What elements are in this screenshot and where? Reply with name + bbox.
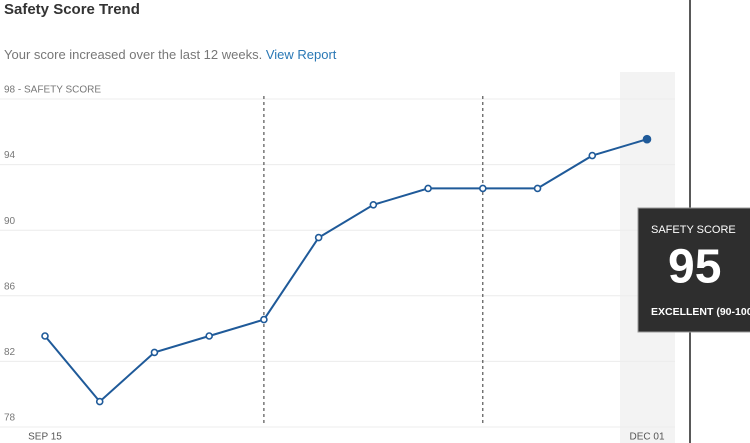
point [314, 233, 323, 242]
x-tick-label: DEC 01 [629, 432, 664, 443]
point [533, 184, 542, 193]
point [642, 134, 652, 144]
line [44, 138, 648, 404]
point [424, 184, 432, 193]
chart-title: Safety Score Trend [4, 1, 140, 18]
point [41, 332, 49, 340]
y-tick-label: 78 [4, 413, 16, 424]
point [150, 348, 159, 357]
tooltip-score: 95 [668, 241, 721, 294]
tooltip-rating: EXCELLENT (90-100) [651, 306, 750, 318]
point [205, 332, 213, 340]
y-tick-label: 82 [4, 347, 16, 358]
y-tick-label: 90 [4, 216, 16, 227]
tooltip-heading: SAFETY SCORE [651, 224, 736, 236]
point [588, 151, 597, 160]
view-report-link[interactable]: View Report [266, 47, 337, 62]
point [369, 201, 378, 209]
tooltip-box [637, 207, 750, 333]
plot: 78 82 86 90 94 98 - SAFETY SCORE SEP 15 DEC 01 [0, 85, 675, 443]
point [95, 397, 104, 406]
point [260, 315, 268, 324]
tooltip: SAFETY SCORE 95 EXCELLENT (90-100) [637, 207, 750, 333]
subtitle: Your score increased over the last 12 we… [4, 47, 337, 62]
point [479, 184, 487, 193]
y-tick-label: 86 [4, 281, 16, 292]
y-tick-label: 94 [4, 150, 16, 161]
subtitle-text: Your score increased over the last 12 we… [4, 47, 262, 62]
x-tick-label: SEP 15 [28, 432, 62, 443]
y-tick-label: 98 - SAFETY SCORE [4, 85, 101, 96]
